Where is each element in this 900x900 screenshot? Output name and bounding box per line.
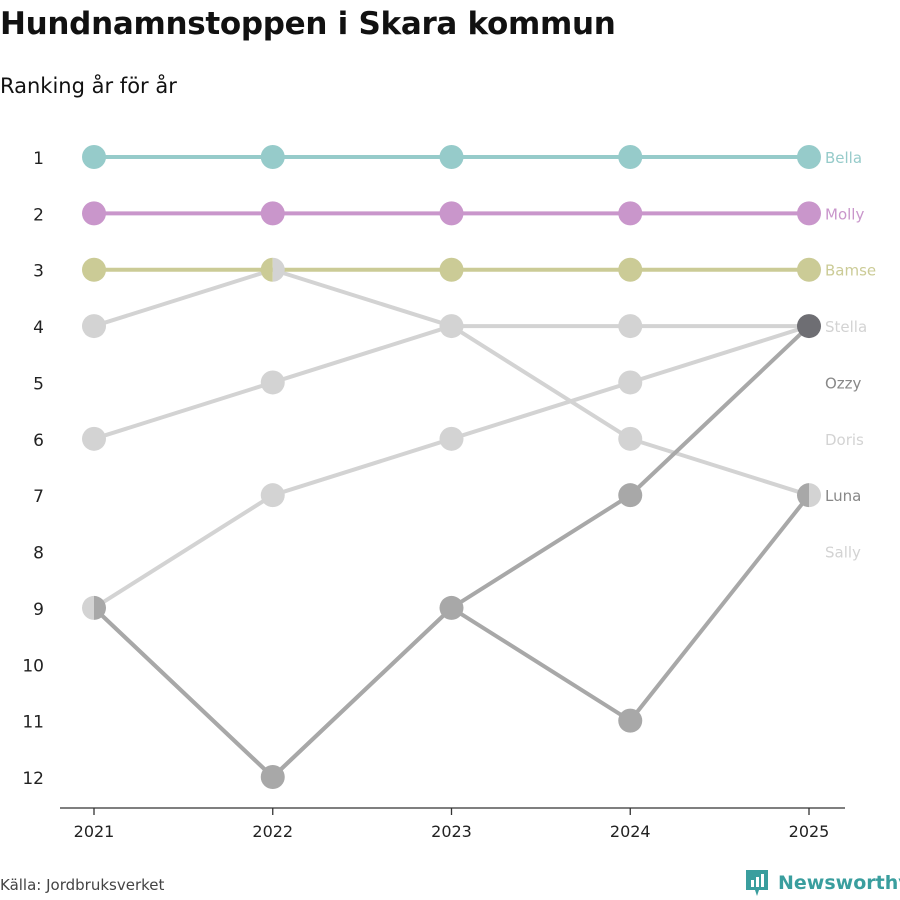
series-line bbox=[92, 324, 811, 610]
data-point bbox=[439, 426, 464, 451]
series-label: Luna bbox=[825, 487, 861, 505]
data-point bbox=[618, 201, 643, 226]
series-label: Sally bbox=[825, 544, 861, 562]
chart-title: Hundnamnstoppen i Skara kommun bbox=[0, 6, 616, 42]
y-tick-label: 5 bbox=[33, 374, 44, 394]
data-point bbox=[260, 370, 285, 395]
y-tick-label: 10 bbox=[22, 656, 44, 676]
data-point bbox=[797, 201, 821, 226]
series-label: Doris bbox=[825, 431, 864, 449]
series-line bbox=[92, 324, 811, 441]
data-point bbox=[439, 201, 464, 226]
data-point bbox=[82, 314, 106, 339]
series-line bbox=[92, 267, 811, 498]
brand-logo[interactable]: Newsworthy bbox=[744, 868, 900, 898]
data-point bbox=[618, 257, 643, 282]
newsworthy-logo-icon bbox=[746, 870, 768, 896]
series-label: Stella bbox=[825, 318, 867, 336]
data-point bbox=[82, 145, 106, 169]
series-label: Bamse bbox=[825, 262, 876, 280]
data-point-right-half bbox=[272, 257, 285, 282]
data-point bbox=[439, 595, 464, 620]
y-tick-label: 4 bbox=[33, 318, 44, 338]
x-tick-label: 2024 bbox=[610, 822, 651, 841]
data-point bbox=[797, 257, 821, 282]
data-point bbox=[82, 257, 106, 282]
data-point bbox=[797, 145, 821, 169]
y-tick-label: 11 bbox=[22, 713, 44, 733]
y-tick-label: 1 bbox=[33, 149, 44, 169]
y-tick-label: 3 bbox=[33, 262, 44, 282]
y-tick-label: 12 bbox=[22, 769, 44, 789]
data-point bbox=[82, 201, 106, 226]
data-point bbox=[260, 765, 285, 789]
data-point-right-half bbox=[94, 595, 107, 620]
data-point bbox=[82, 426, 106, 451]
series-line bbox=[92, 493, 811, 779]
y-tick-label: 9 bbox=[33, 600, 44, 620]
data-point bbox=[618, 145, 643, 169]
data-point bbox=[618, 708, 643, 733]
x-tick-label: 2025 bbox=[789, 822, 830, 841]
data-point-left-half bbox=[797, 483, 809, 508]
series-label: Bella bbox=[825, 149, 862, 167]
y-tick-label: 6 bbox=[33, 431, 44, 451]
data-point bbox=[260, 483, 285, 508]
data-point bbox=[439, 145, 464, 169]
data-point bbox=[618, 426, 643, 451]
chart-subtitle: Ranking år för år bbox=[0, 74, 177, 98]
x-tick-label: 2023 bbox=[431, 822, 472, 841]
data-point bbox=[797, 314, 821, 339]
data-point bbox=[618, 370, 643, 395]
x-tick-label: 2021 bbox=[74, 822, 115, 841]
y-tick-label: 8 bbox=[33, 544, 44, 564]
series-label: Molly bbox=[825, 205, 864, 223]
data-point bbox=[618, 483, 643, 508]
data-point-left-half bbox=[260, 257, 273, 282]
brand-name: Newsworthy bbox=[778, 872, 900, 894]
data-point bbox=[439, 314, 464, 339]
data-point bbox=[260, 145, 285, 169]
data-point-right-half bbox=[809, 483, 822, 508]
series-label: Ozzy bbox=[825, 374, 862, 392]
data-point bbox=[618, 314, 643, 339]
data-point bbox=[260, 201, 285, 226]
data-point-left-half bbox=[82, 595, 94, 620]
data-point bbox=[439, 257, 464, 282]
y-tick-label: 7 bbox=[33, 487, 44, 507]
source-note: Källa: Jordbruksverket bbox=[0, 876, 165, 894]
x-tick-label: 2022 bbox=[252, 822, 293, 841]
y-tick-label: 2 bbox=[33, 205, 44, 225]
